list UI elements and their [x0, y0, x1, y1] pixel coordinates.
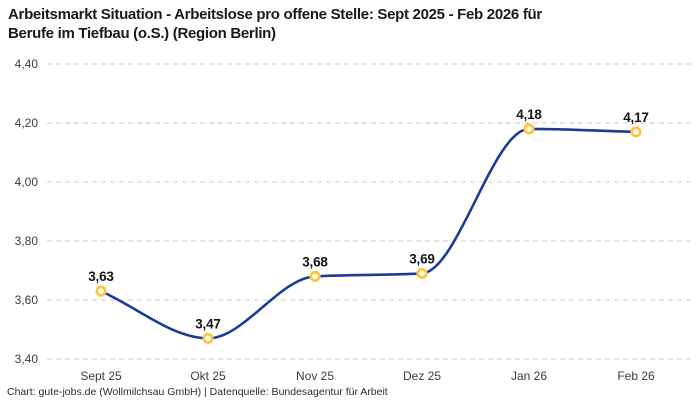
chart-title-line1: Arbeitsmarkt Situation - Arbeitslose pro…: [8, 6, 542, 23]
data-point-marker[interactable]: [95, 285, 107, 297]
data-point-marker[interactable]: [416, 267, 428, 280]
y-axis-tick-label: 3,60: [15, 293, 39, 307]
chart-source-credit: Chart: gute-jobs.de (Wollmilchsau GmbH) …: [7, 386, 388, 398]
data-point-marker[interactable]: [523, 123, 535, 135]
data-point-marker[interactable]: [309, 270, 321, 282]
data-point-label: 3,68: [302, 254, 328, 269]
series-line: [99, 127, 638, 340]
data-point-label: 3,69: [409, 251, 434, 266]
x-axis-tick-label: Feb 26: [617, 369, 655, 383]
data-point-label: 3,63: [88, 269, 114, 284]
data-point-label: 3,47: [195, 316, 220, 331]
data-point-label: 4,17: [623, 110, 648, 125]
data-point-marker[interactable]: [630, 126, 642, 138]
y-axis-tick-label: 3,80: [15, 234, 39, 248]
chart-title-line2: Berufe im Tiefbau (o.S.) (Region Berlin): [8, 25, 276, 42]
y-axis-tick-label: 4,20: [15, 116, 39, 130]
y-axis-tick-label: 3,40: [15, 352, 39, 366]
x-axis-tick-label: Okt 25: [190, 369, 226, 383]
data-point-marker[interactable]: [202, 332, 214, 344]
x-axis-tick-label: Sept 25: [80, 369, 122, 383]
data-point-label: 4,18: [516, 107, 542, 122]
chart-title: Arbeitsmarkt Situation - Arbeitslose pro…: [8, 5, 688, 43]
x-axis-tick-label: Nov 25: [296, 369, 334, 383]
x-axis-tick-label: Dez 25: [403, 369, 441, 383]
y-axis-tick-label: 4,40: [15, 57, 39, 71]
x-axis-tick-label: Jan 26: [511, 369, 547, 383]
y-axis-tick-label: 4,00: [15, 175, 39, 189]
